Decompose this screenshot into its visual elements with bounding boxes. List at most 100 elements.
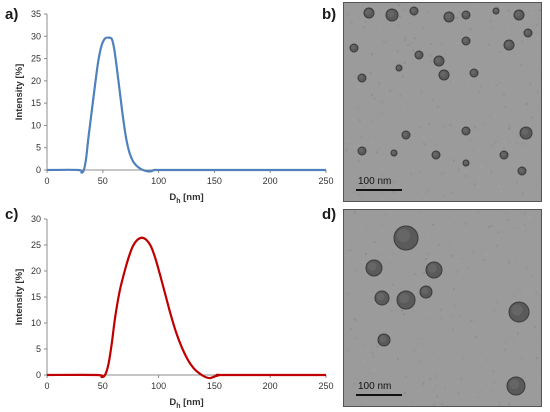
- noise-speck: [523, 212, 526, 215]
- y-tick-label: 20: [31, 266, 41, 276]
- noise-speck: [378, 82, 381, 85]
- noise-speck: [429, 377, 432, 380]
- noise-speck: [512, 300, 515, 303]
- y-axis-title: Intensity [%]: [14, 269, 25, 325]
- noise-speck: [440, 402, 443, 405]
- noise-speck: [532, 282, 535, 285]
- noise-speck: [379, 157, 382, 160]
- noise-speck: [436, 105, 439, 108]
- noise-speck: [505, 63, 508, 66]
- noise-speck: [522, 30, 525, 33]
- noise-speck: [394, 172, 397, 175]
- noise-speck: [370, 94, 373, 97]
- noise-speck: [492, 144, 495, 147]
- noise-speck: [491, 390, 494, 393]
- noise-speck: [414, 404, 417, 406]
- noise-speck: [539, 149, 541, 152]
- noise-speck: [383, 352, 386, 355]
- noise-speck: [467, 305, 470, 308]
- noise-speck: [418, 171, 421, 174]
- noise-speck: [361, 260, 364, 263]
- noise-speck: [433, 316, 436, 319]
- noise-speck: [382, 88, 385, 91]
- noise-speck: [497, 231, 500, 234]
- noise-speck: [380, 229, 383, 232]
- particle-highlight: [428, 264, 437, 273]
- noise-speck: [502, 388, 505, 391]
- noise-speck: [514, 260, 517, 263]
- noise-speck: [536, 362, 539, 365]
- particle-highlight: [519, 168, 524, 173]
- noise-speck: [502, 93, 505, 96]
- noise-speck: [354, 337, 357, 340]
- noise-speck: [367, 349, 370, 352]
- noise-speck: [455, 270, 458, 273]
- noise-speck: [528, 227, 531, 230]
- noise-speck: [347, 255, 350, 258]
- noise-speck: [415, 192, 418, 195]
- noise-speck: [447, 109, 450, 112]
- panel-label-c: c): [5, 206, 19, 223]
- noise-speck: [489, 20, 492, 23]
- noise-speck: [366, 228, 369, 231]
- noise-speck: [505, 75, 508, 78]
- noise-speck: [420, 349, 423, 352]
- noise-speck: [437, 243, 440, 246]
- noise-speck: [522, 192, 525, 195]
- noise-speck: [372, 149, 375, 152]
- noise-speck: [392, 253, 395, 256]
- noise-speck: [482, 277, 485, 280]
- noise-speck: [360, 404, 363, 406]
- noise-speck: [396, 55, 399, 58]
- noise-speck: [344, 84, 347, 87]
- noise-speck: [378, 333, 381, 336]
- noise-speck: [369, 306, 372, 309]
- noise-speck: [454, 16, 457, 19]
- micrograph-d-image: [344, 210, 541, 406]
- noise-speck: [391, 283, 394, 286]
- noise-speck: [447, 376, 450, 379]
- noise-speck: [451, 328, 454, 331]
- noise-speck: [508, 127, 511, 130]
- noise-speck: [392, 374, 395, 377]
- noise-speck: [496, 140, 499, 143]
- noise-speck: [456, 149, 459, 152]
- x-tick-label: 150: [207, 381, 222, 391]
- noise-speck: [472, 316, 475, 319]
- noise-speck: [369, 71, 372, 74]
- noise-speck: [504, 212, 507, 215]
- panel-label-b: b): [322, 6, 337, 23]
- noise-speck: [469, 28, 472, 31]
- noise-speck: [443, 171, 446, 174]
- noise-speck: [487, 225, 490, 228]
- noise-speck: [429, 54, 432, 57]
- noise-speck: [404, 38, 407, 41]
- noise-speck: [533, 41, 536, 44]
- noise-speck: [386, 39, 389, 42]
- noise-speck: [498, 186, 501, 189]
- micrograph-background: [344, 3, 541, 201]
- noise-speck: [449, 80, 452, 83]
- noise-speck: [360, 136, 363, 139]
- noise-speck: [537, 363, 540, 366]
- noise-speck: [474, 126, 477, 129]
- noise-speck: [388, 177, 391, 180]
- y-tick-label: 5: [36, 143, 41, 153]
- noise-speck: [354, 74, 357, 77]
- noise-speck: [499, 82, 502, 85]
- noise-speck: [387, 385, 390, 388]
- noise-speck: [379, 274, 382, 277]
- y-tick-label: 30: [31, 31, 41, 41]
- noise-speck: [351, 382, 354, 385]
- particle-highlight: [463, 160, 468, 165]
- noise-speck: [490, 170, 493, 173]
- particle-highlight: [511, 304, 523, 316]
- noise-speck: [361, 44, 364, 47]
- noise-speck: [472, 148, 475, 151]
- x-tick-label: 100: [151, 176, 166, 186]
- noise-speck: [388, 109, 391, 112]
- noise-speck: [535, 291, 538, 294]
- noise-speck: [349, 249, 352, 252]
- noise-speck: [527, 174, 530, 177]
- noise-speck: [496, 301, 499, 304]
